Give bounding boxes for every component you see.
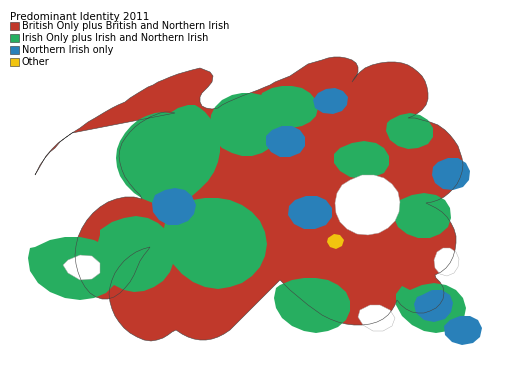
Polygon shape — [97, 216, 175, 292]
Polygon shape — [444, 316, 482, 345]
Polygon shape — [327, 234, 344, 249]
FancyBboxPatch shape — [10, 58, 19, 66]
Polygon shape — [152, 188, 196, 225]
Polygon shape — [210, 93, 282, 156]
Polygon shape — [116, 105, 220, 205]
Polygon shape — [313, 88, 348, 114]
Polygon shape — [28, 237, 118, 300]
Polygon shape — [260, 86, 318, 128]
Polygon shape — [396, 283, 466, 333]
Polygon shape — [394, 193, 451, 238]
Text: British Only plus British and Northern Irish: British Only plus British and Northern I… — [22, 21, 229, 31]
Polygon shape — [434, 248, 459, 276]
Polygon shape — [274, 278, 350, 333]
Polygon shape — [335, 175, 400, 235]
Text: Other: Other — [22, 57, 50, 67]
FancyBboxPatch shape — [10, 22, 19, 30]
Text: Irish Only plus Irish and Northern Irish: Irish Only plus Irish and Northern Irish — [22, 33, 208, 43]
Polygon shape — [334, 141, 389, 179]
FancyBboxPatch shape — [10, 46, 19, 54]
Polygon shape — [63, 255, 100, 280]
Polygon shape — [164, 198, 267, 289]
Polygon shape — [266, 126, 305, 157]
Text: Predominant Identity 2011: Predominant Identity 2011 — [10, 12, 149, 22]
Polygon shape — [288, 196, 332, 229]
Polygon shape — [414, 290, 453, 322]
Polygon shape — [432, 158, 470, 190]
Polygon shape — [358, 305, 395, 331]
FancyBboxPatch shape — [10, 34, 19, 42]
Polygon shape — [386, 113, 433, 149]
Polygon shape — [35, 57, 463, 341]
Text: Northern Irish only: Northern Irish only — [22, 45, 114, 55]
